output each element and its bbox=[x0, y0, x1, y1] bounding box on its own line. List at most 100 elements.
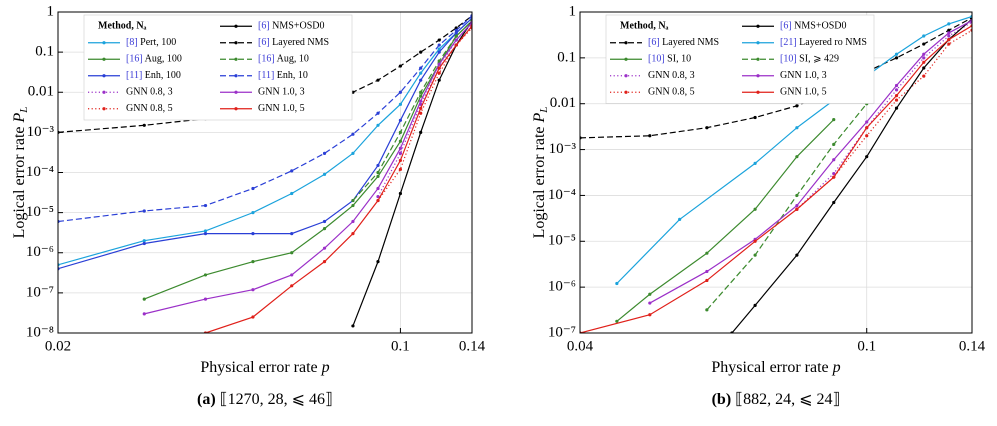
legend-ref: [6] bbox=[258, 37, 270, 48]
marker bbox=[376, 78, 380, 82]
marker bbox=[795, 207, 799, 211]
y-tick-label: 10⁻⁷ bbox=[26, 284, 54, 300]
marker bbox=[351, 198, 355, 203]
legend-marker bbox=[624, 90, 628, 94]
marker bbox=[947, 31, 951, 35]
marker bbox=[648, 134, 652, 138]
caption-text: ⟦882, 24, ⩽ 24⟧ bbox=[735, 391, 840, 408]
marker bbox=[795, 126, 799, 130]
legend-marker bbox=[756, 24, 760, 28]
x-label-symbol: p bbox=[321, 359, 330, 376]
legend-marker bbox=[234, 41, 238, 45]
marker bbox=[947, 38, 951, 42]
marker bbox=[615, 319, 619, 323]
x-tick-label: 0.14 bbox=[459, 338, 486, 354]
legend-title: Method, Nₐ bbox=[620, 21, 669, 32]
marker bbox=[203, 297, 208, 301]
marker bbox=[290, 191, 294, 196]
marker bbox=[947, 28, 951, 32]
legend-ref: [6] bbox=[648, 37, 660, 48]
y-tick-label: 10⁻⁶ bbox=[548, 279, 576, 295]
marker bbox=[419, 106, 423, 110]
marker bbox=[753, 253, 757, 257]
marker bbox=[894, 106, 899, 110]
marker bbox=[648, 301, 652, 305]
legend-label: GNN 0.8, 5 bbox=[648, 87, 695, 98]
subplot: 10⁻⁸ 10⁻⁷ 10⁻⁶ 10⁻⁵ 10⁻⁴ 10⁻³ 0.01 0.1 1 0.02 0.1 0… bbox=[11, 3, 486, 407]
marker bbox=[322, 219, 327, 224]
caption-label: (b) bbox=[712, 391, 732, 408]
marker bbox=[142, 123, 146, 127]
legend-marker bbox=[756, 74, 760, 78]
marker bbox=[290, 251, 294, 255]
marker bbox=[419, 94, 423, 98]
legend-label: GNN 0.8, 5 bbox=[126, 103, 173, 114]
y-tick-label: 0.1 bbox=[557, 49, 576, 65]
marker bbox=[454, 38, 458, 42]
marker bbox=[142, 297, 146, 301]
marker bbox=[142, 209, 146, 213]
marker bbox=[419, 78, 423, 82]
subplot: 10⁻⁷ 10⁻⁶ 10⁻⁵ 10⁻⁴ 10⁻³ 0.01 0.1 1 0.04 0.1 0.14 M… bbox=[531, 3, 986, 407]
marker bbox=[615, 281, 619, 286]
caption: (a) ⟦1270, 28, ⩽ 46⟧ bbox=[197, 391, 333, 408]
series-group bbox=[58, 14, 472, 333]
marker bbox=[203, 229, 208, 233]
marker bbox=[322, 226, 327, 231]
legend-label: [21] Layered ro NMS bbox=[780, 37, 867, 48]
series-line bbox=[377, 23, 472, 197]
marker bbox=[419, 66, 423, 70]
legend-label: [16] Aug, 10 bbox=[258, 54, 309, 65]
legend-name: NMS+OSD0 bbox=[794, 21, 846, 32]
legend-label: GNN 1.0, 3 bbox=[258, 87, 305, 98]
legend-label: [11] Enh, 100 bbox=[126, 70, 181, 81]
caption-label: (a) bbox=[197, 391, 216, 408]
legend-label: [11] Enh, 10 bbox=[258, 70, 308, 81]
marker bbox=[398, 139, 403, 143]
legend-name: GNN 1.0, 5 bbox=[258, 103, 305, 114]
legend-name: GNN 1.0, 3 bbox=[780, 70, 827, 81]
legend-name: GNN 1.0, 3 bbox=[258, 87, 305, 98]
legend-box bbox=[83, 14, 353, 121]
marker bbox=[648, 313, 652, 317]
x-label-text: Physical error rate bbox=[711, 359, 828, 376]
marker bbox=[251, 186, 255, 191]
series-line bbox=[352, 20, 472, 327]
legend-ref: [6] bbox=[258, 21, 270, 32]
marker bbox=[437, 66, 441, 70]
marker bbox=[419, 111, 423, 115]
marker bbox=[351, 219, 355, 224]
y-tick-label: 1 bbox=[47, 3, 55, 19]
x-axis-label: Physical error rate p bbox=[200, 359, 329, 376]
y-label-subscript: L bbox=[18, 107, 30, 114]
marker bbox=[351, 324, 355, 328]
legend-marker bbox=[624, 41, 628, 45]
marker bbox=[322, 172, 327, 176]
marker bbox=[398, 118, 403, 122]
marker bbox=[705, 269, 709, 274]
legend-ref: [16] bbox=[258, 54, 275, 65]
legend-name: GNN 0.8, 3 bbox=[648, 70, 695, 81]
marker bbox=[894, 94, 899, 98]
marker bbox=[351, 132, 355, 136]
marker bbox=[437, 50, 441, 54]
marker bbox=[203, 232, 208, 236]
marker bbox=[795, 193, 799, 198]
legend-name: Layered ro NMS bbox=[799, 37, 867, 48]
marker bbox=[351, 232, 355, 236]
marker bbox=[705, 308, 709, 312]
marker bbox=[865, 126, 869, 130]
marker bbox=[947, 42, 951, 46]
marker bbox=[419, 50, 423, 54]
marker bbox=[437, 43, 441, 47]
legend-marker bbox=[234, 24, 238, 28]
legend-label: GNN 1.0, 5 bbox=[258, 103, 305, 114]
marker bbox=[376, 111, 380, 115]
marker bbox=[437, 38, 441, 42]
marker bbox=[795, 104, 799, 108]
marker bbox=[832, 171, 836, 176]
legend-marker bbox=[102, 107, 106, 111]
y-label-subscript: L bbox=[538, 107, 550, 114]
y-tick-label: 10⁻³ bbox=[549, 141, 577, 157]
marker bbox=[832, 200, 836, 205]
